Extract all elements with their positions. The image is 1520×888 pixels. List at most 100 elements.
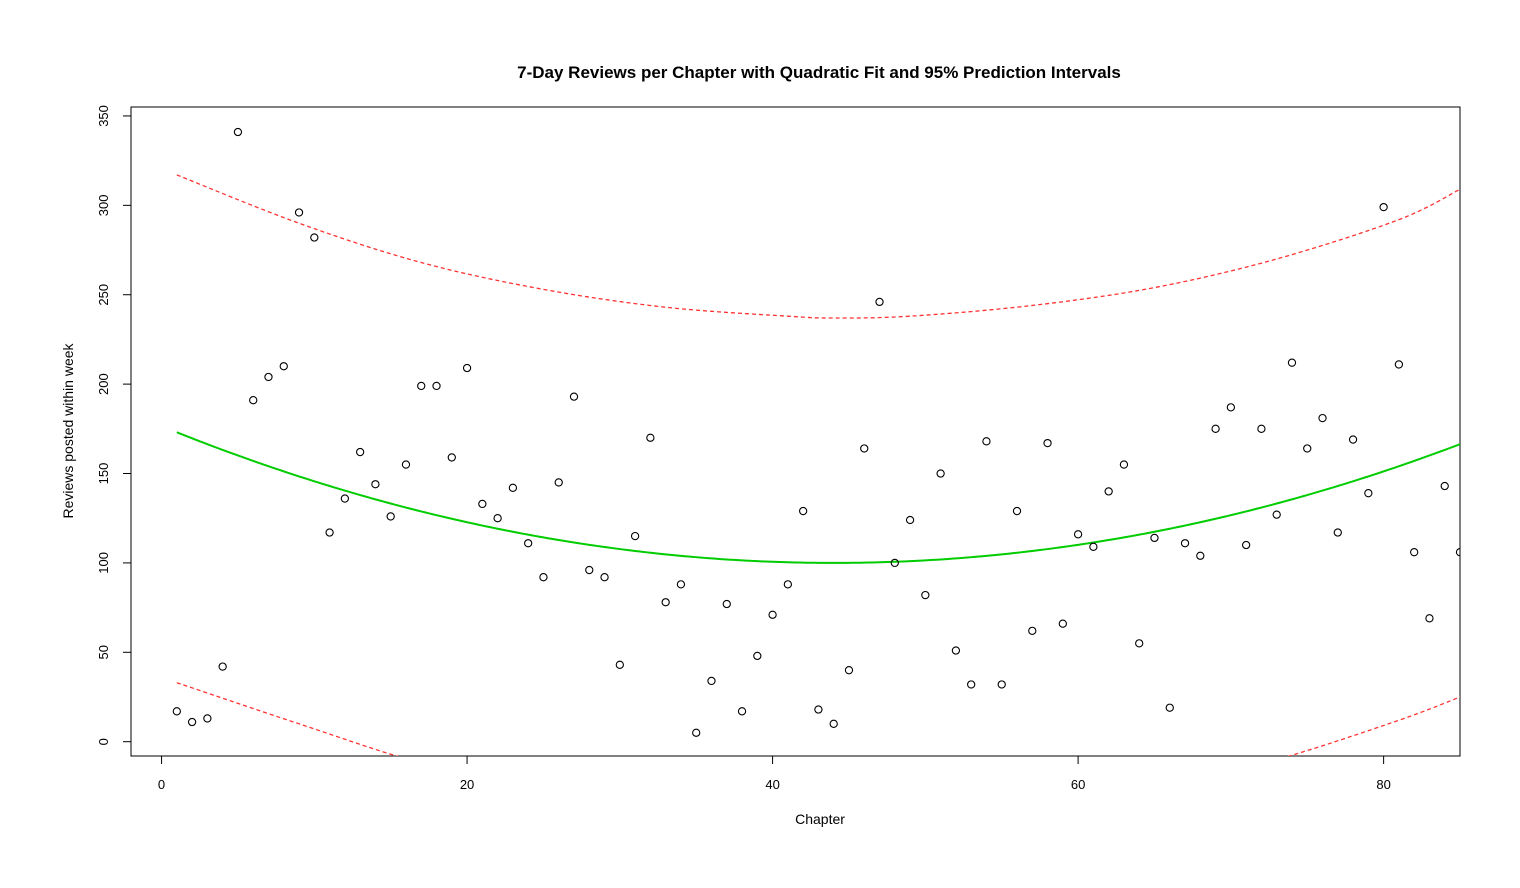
data-point — [1058, 619, 1067, 628]
data-point — [1211, 424, 1220, 433]
data-point — [294, 208, 304, 217]
data-point — [462, 363, 472, 373]
y-tick-label: 150 — [96, 463, 111, 485]
data-point — [1257, 424, 1266, 433]
data-point — [676, 580, 686, 589]
data-point — [554, 478, 563, 487]
y-tick-label: 200 — [96, 373, 111, 395]
data-point — [1089, 542, 1098, 551]
data-point — [417, 381, 426, 391]
data-point — [753, 651, 762, 661]
upper-prediction-interval-line — [176, 174, 1460, 319]
x-tick-label: 20 — [460, 777, 474, 792]
data-point — [1104, 487, 1113, 496]
data-point — [569, 392, 579, 401]
y-axis-label: Reviews posted within week — [60, 342, 76, 518]
data-point — [1043, 438, 1052, 448]
data-points — [172, 127, 1460, 737]
data-point — [585, 565, 594, 575]
y-axis: 0 50 100 150 200 250 300 350 — [96, 105, 132, 745]
data-point — [1425, 614, 1434, 623]
data-point — [630, 531, 640, 541]
data-point — [707, 676, 716, 686]
y-tick-label: 250 — [96, 284, 111, 306]
y-tick-label: 50 — [96, 645, 111, 659]
data-point — [1455, 548, 1460, 557]
data-point — [1165, 703, 1174, 712]
data-point — [1150, 533, 1159, 543]
data-point — [187, 717, 197, 727]
data-point — [997, 680, 1006, 689]
data-point — [1333, 528, 1342, 537]
data-point — [1119, 460, 1129, 469]
data-point — [1303, 444, 1312, 453]
data-point — [1318, 413, 1327, 423]
data-point — [325, 528, 334, 537]
data-point — [875, 297, 884, 307]
data-point — [1196, 551, 1205, 560]
data-point — [310, 233, 319, 242]
data-point — [936, 469, 945, 478]
data-point — [951, 646, 961, 655]
data-point — [1180, 539, 1190, 548]
data-point — [478, 499, 487, 509]
data-point — [447, 453, 456, 462]
x-tick-label: 0 — [158, 777, 165, 792]
data-point — [1226, 403, 1236, 412]
lower-prediction-interval-line — [176, 682, 1460, 756]
data-point — [692, 728, 701, 737]
y-tick-label: 0 — [96, 738, 111, 745]
data-point — [1073, 530, 1083, 539]
plot-frame — [130, 106, 1461, 757]
data-point — [203, 714, 212, 723]
data-point — [722, 599, 731, 609]
x-tick-label: 60 — [1071, 777, 1085, 792]
data-point — [890, 558, 899, 568]
data-point — [386, 512, 395, 521]
data-point — [600, 573, 609, 582]
data-point — [539, 573, 548, 582]
data-point — [844, 666, 854, 675]
y-tick-label: 300 — [96, 194, 111, 216]
data-point — [1348, 435, 1358, 444]
x-axis: 0 20 40 60 80 — [158, 755, 1391, 792]
data-point — [967, 680, 976, 689]
data-point — [233, 127, 243, 137]
quadratic-fit-line — [176, 431, 1460, 564]
data-point — [493, 514, 502, 523]
data-point — [1272, 510, 1281, 519]
data-point — [401, 460, 411, 469]
data-point — [905, 515, 915, 525]
data-point — [1364, 489, 1373, 498]
data-point — [371, 480, 380, 489]
data-point — [1394, 360, 1404, 369]
y-tick-label: 100 — [96, 552, 111, 574]
data-point — [814, 705, 823, 714]
data-point — [1241, 540, 1251, 550]
data-point — [1028, 626, 1037, 635]
x-tick-label: 40 — [765, 777, 779, 792]
data-point — [798, 506, 808, 516]
x-tick-label: 80 — [1376, 777, 1390, 792]
data-point — [768, 610, 777, 619]
data-point — [1440, 481, 1449, 491]
data-point — [1287, 358, 1297, 367]
data-point — [249, 396, 258, 405]
data-point — [646, 433, 655, 442]
data-point — [783, 580, 793, 589]
data-point — [218, 662, 227, 671]
data-point — [1410, 548, 1419, 557]
data-point — [921, 590, 930, 600]
data-point — [860, 444, 869, 453]
data-point — [615, 660, 624, 669]
chart-title: 7-Day Reviews per Chapter with Quadratic… — [517, 63, 1121, 82]
data-point — [1012, 506, 1022, 516]
data-point — [982, 437, 991, 446]
y-tick-label: 350 — [96, 105, 111, 127]
data-point — [172, 707, 181, 716]
data-point — [737, 707, 747, 716]
data-point — [264, 372, 273, 382]
data-point — [829, 719, 838, 728]
data-point — [340, 494, 350, 503]
